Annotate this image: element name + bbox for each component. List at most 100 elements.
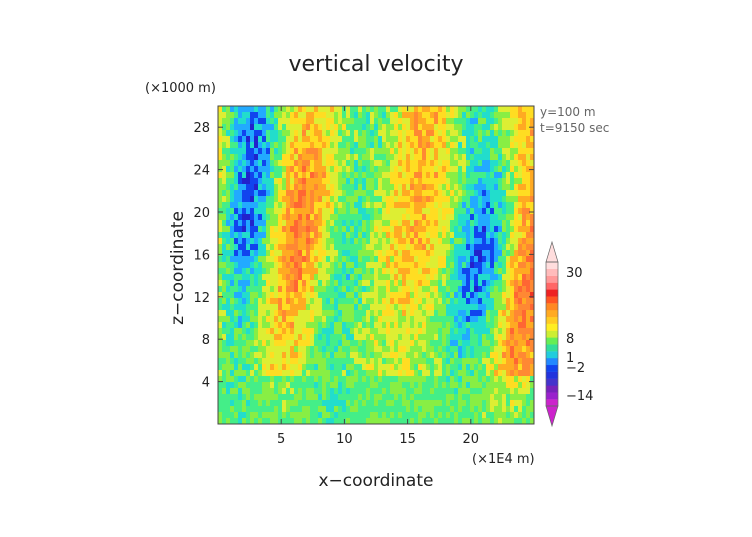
field-cell [414,262,419,269]
field-cell [246,214,251,221]
field-cell [242,166,247,173]
field-cell [506,256,511,263]
field-cell [438,130,443,137]
field-cell [406,160,411,167]
field-cell [470,166,475,173]
field-cell [246,148,251,155]
field-cell [386,160,391,167]
field-cell [414,226,419,233]
field-cell [250,136,255,143]
field-cell [462,310,467,317]
field-cell [518,388,523,395]
field-cell [410,214,415,221]
field-cell [502,244,507,251]
field-cell [454,118,459,125]
field-cell [382,250,387,257]
field-cell [346,148,351,155]
field-cell [338,298,343,305]
field-cell [234,154,239,161]
field-cell [354,298,359,305]
field-cell [226,268,231,275]
field-cell [346,142,351,149]
field-cell [526,256,531,263]
field-cell [230,130,235,137]
field-cell [306,274,311,281]
field-cell [414,286,419,293]
field-cell [410,400,415,407]
field-cell [386,196,391,203]
field-cell [414,154,419,161]
field-cell [454,394,459,401]
colorbar-band [546,303,558,311]
field-cell [530,268,535,275]
field-cell [498,388,503,395]
field-cell [434,352,439,359]
field-cell [314,310,319,317]
field-cell [498,364,503,371]
field-cell [414,250,419,257]
field-cell [354,418,359,425]
field-cell [434,358,439,365]
field-cell [342,208,347,215]
field-cell [294,130,299,137]
field-cell [374,160,379,167]
field-cell [454,274,459,281]
field-cell [386,232,391,239]
field-cell [414,268,419,275]
field-cell [406,316,411,323]
field-cell [274,358,279,365]
field-cell [366,142,371,149]
field-cell [246,172,251,179]
field-cell [514,328,519,335]
field-cell [386,142,391,149]
field-cell [334,394,339,401]
field-cell [290,334,295,341]
field-cell [370,202,375,209]
field-cell [266,262,271,269]
x-tick-label: 15 [399,432,416,447]
field-cell [354,400,359,407]
field-cell [322,358,327,365]
field-cell [450,340,455,347]
field-cell [506,142,511,149]
field-cell [486,286,491,293]
field-cell [390,412,395,419]
field-cell [398,340,403,347]
field-cell [350,178,355,185]
field-cell [234,388,239,395]
field-cell [290,316,295,323]
field-cell [390,322,395,329]
field-cell [218,340,223,347]
field-cell [278,364,283,371]
field-cell [362,202,367,209]
field-cell [310,256,315,263]
field-cell [406,256,411,263]
field-cell [358,304,363,311]
field-cell [322,202,327,209]
field-cell [518,178,523,185]
field-cell [270,142,275,149]
field-cell [254,220,259,227]
field-cell [218,106,223,113]
field-cell [490,178,495,185]
field-cell [494,136,499,143]
field-cell [242,280,247,287]
field-cell [286,232,291,239]
field-cell [438,256,443,263]
field-cell [282,418,287,425]
field-cell [438,346,443,353]
field-cell [350,304,355,311]
field-cell [382,280,387,287]
field-cell [402,316,407,323]
field-cell [482,256,487,263]
field-cell [270,280,275,287]
field-cell [390,136,395,143]
field-cell [446,154,451,161]
field-cell [398,184,403,191]
field-cell [370,226,375,233]
field-cell [506,268,511,275]
field-cell [238,232,243,239]
field-cell [518,154,523,161]
field-cell [366,136,371,143]
field-cell [450,160,455,167]
